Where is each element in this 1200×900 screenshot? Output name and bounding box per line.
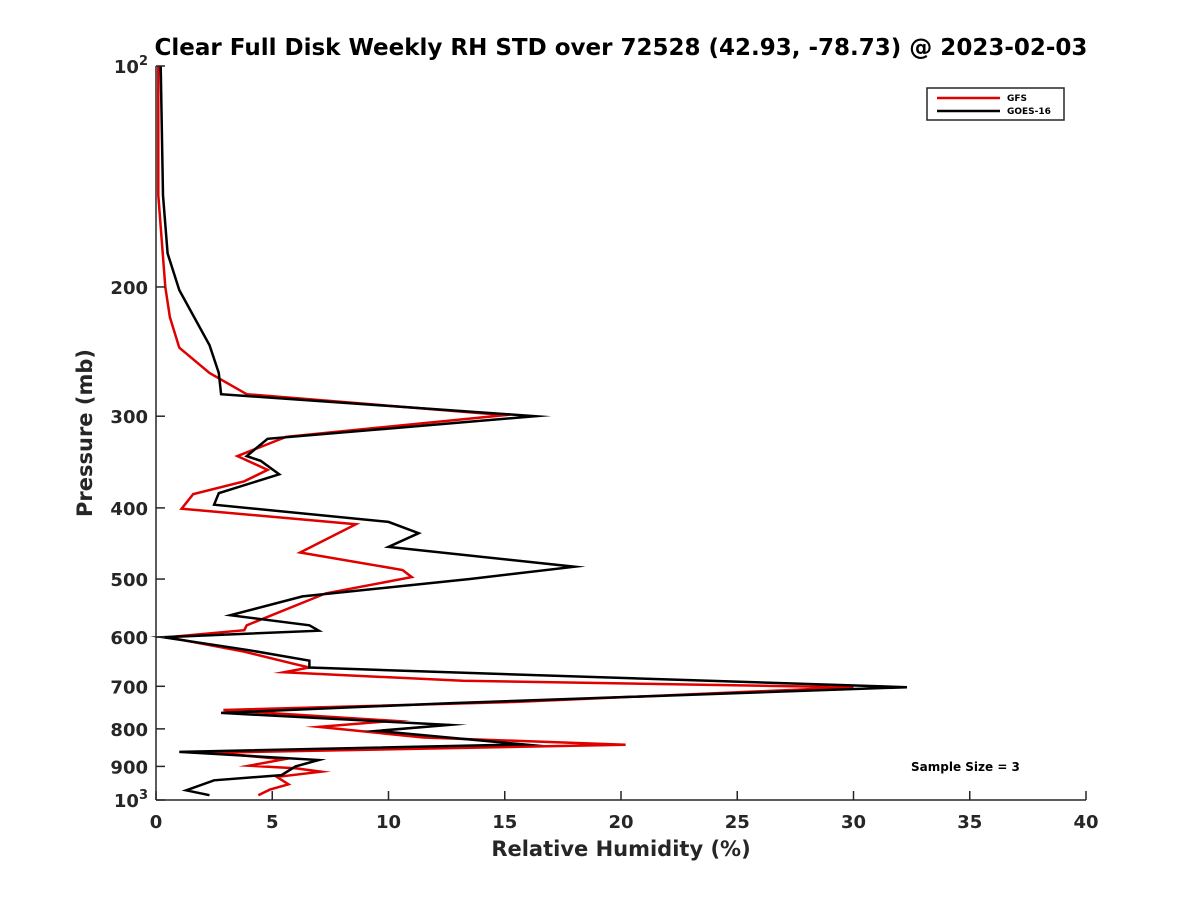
x-tick-label: 5 <box>266 812 279 833</box>
legend-label-gfs: GFS <box>1007 94 1027 104</box>
y-tick-label: 400 <box>110 499 148 520</box>
y-tick-label: 600 <box>110 628 148 649</box>
y-tick-label: 800 <box>110 720 148 741</box>
series-line-goes-16 <box>149 65 908 797</box>
x-tick-label: 35 <box>957 812 982 833</box>
y-tick-label: 102 <box>114 54 148 78</box>
x-tick-label: 40 <box>1073 812 1098 833</box>
x-tick-label: 10 <box>376 812 401 833</box>
legend-box <box>926 87 1065 121</box>
x-axis-label: Relative Humidity (%) <box>491 837 750 861</box>
y-tick-label: 300 <box>110 407 148 428</box>
y-tick-label: 200 <box>110 278 148 299</box>
y-ticks: 102 200 300 400 500 600 700 800 900 103 <box>110 54 165 812</box>
x-tick-label: 15 <box>492 812 517 833</box>
x-tick-label: 20 <box>608 812 633 833</box>
y-tick-label: 900 <box>110 757 148 778</box>
x-tick-label: 30 <box>841 812 866 833</box>
chart-title: Clear Full Disk Weekly RH STD over 72528… <box>155 35 1088 61</box>
y-tick-label: 500 <box>110 570 148 591</box>
y-tick-label: 103 <box>114 788 148 812</box>
x-tick-label: 25 <box>725 812 750 833</box>
legend-label-goes-16: GOES-16 <box>1007 107 1051 117</box>
legend: GFS GOES-16 <box>926 87 1065 121</box>
y-tick-label: 700 <box>110 677 148 698</box>
x-ticks: 0 5 10 15 20 25 30 35 40 <box>150 791 1099 833</box>
y-axis-label: Pressure (mb) <box>73 349 97 517</box>
series-layer <box>149 65 908 797</box>
x-tick-label: 0 <box>150 812 163 833</box>
sample-size-annotation: Sample Size = 3 <box>911 760 1020 774</box>
